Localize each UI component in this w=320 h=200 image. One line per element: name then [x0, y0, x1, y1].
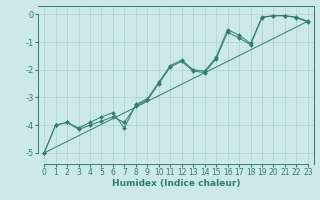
X-axis label: Humidex (Indice chaleur): Humidex (Indice chaleur) — [112, 179, 240, 188]
